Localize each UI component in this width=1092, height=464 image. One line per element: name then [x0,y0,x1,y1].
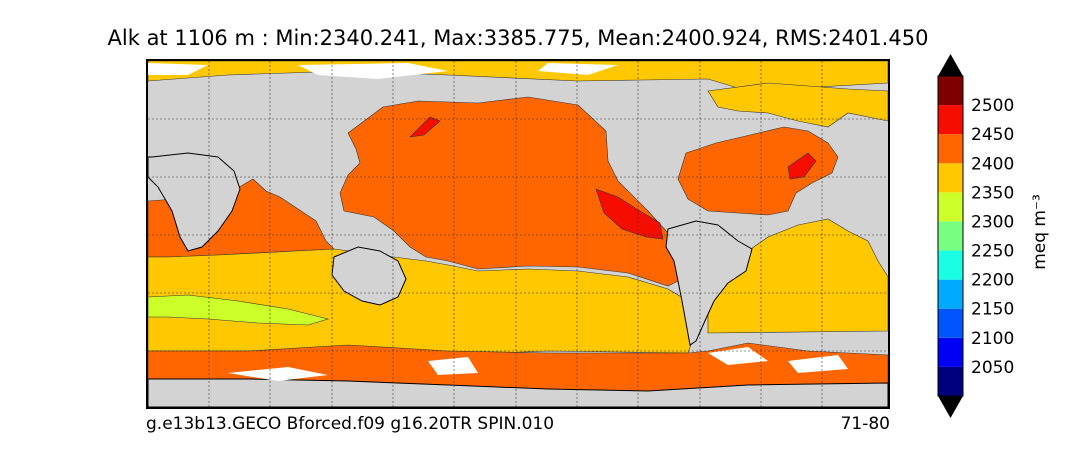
grid-lines [148,61,888,407]
colorbar-tick-label: 2100 [971,329,1014,349]
colorbar-tick-label: 2200 [971,271,1014,291]
colorbar-tick-label: 2350 [971,183,1014,203]
case-name-label: g.e13b13.GECO Bforced.f09 g16.20TR SPIN.… [146,414,555,434]
colorbar-tick-label: 2150 [971,300,1014,320]
map-panel [146,59,890,409]
north-atlantic [677,126,839,216]
north-pacific-high [409,116,441,138]
colorbar: 2050 2100 2150 2200 2250 2300 2350 2400 2450 2500 [937,54,1014,418]
colorbar-tick-label: 2500 [971,96,1014,116]
years-label: 71-80 [840,414,890,434]
colorbar-tick-label: 2250 [971,242,1014,262]
colorbar-level [938,308,963,338]
colorbar-level [938,163,963,193]
arctic-ice-white [148,63,618,79]
africa [148,152,241,252]
colorbar-tick-label: 2050 [971,358,1014,378]
colorbar-level [938,105,963,135]
south-indian-low [148,294,330,326]
plot-title: Alk at 1106 m : Min:2340.241, Max:3385.7… [107,26,929,50]
colorbar-level [938,76,963,106]
colorbar-tick-label: 2450 [971,125,1014,145]
colorbar-level [938,134,963,164]
colorbar-tick-label: 2400 [971,154,1014,174]
pacific-ocean [339,96,689,287]
labrador-sea [707,82,888,128]
colorbar-frame [937,75,964,397]
australia [331,246,407,306]
colorbar-tick-label: 2300 [971,212,1014,232]
colorbar-extend-min [938,396,963,418]
antarctic-ice-white [228,347,848,381]
ocean-map [148,61,888,407]
east-pacific-high [595,188,664,240]
south-america [665,220,753,346]
colorbar-level [938,279,963,309]
colorbar-blocks [937,54,964,418]
colorbar-level [938,221,963,251]
antarctica [148,378,888,407]
colorbar-extend-max [938,54,963,76]
colorbar-level [938,366,963,396]
colorbar-ticks: 2050 2100 2150 2200 2250 2300 2350 2400 2450 2500 [971,96,1014,378]
colorbar-unit-label: meq m⁻³ [1030,194,1050,270]
colorbar-level [938,250,963,280]
colorbar-level [938,192,963,222]
colorbar-level [938,337,963,367]
